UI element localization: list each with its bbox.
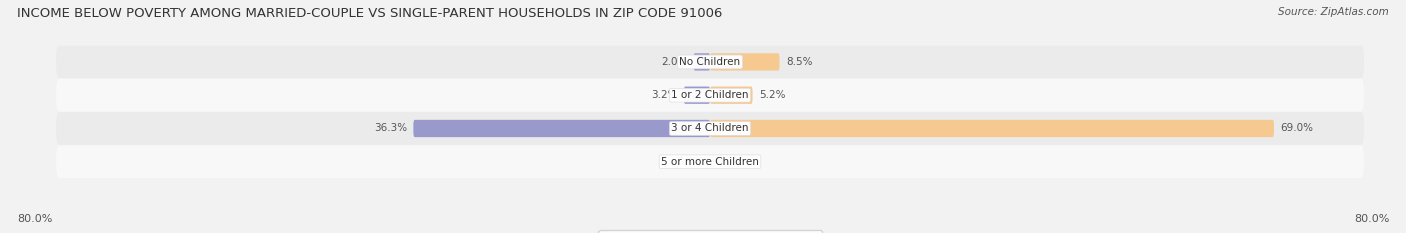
Text: No Children: No Children — [679, 57, 741, 67]
Text: 80.0%: 80.0% — [1354, 214, 1389, 224]
FancyBboxPatch shape — [56, 79, 1364, 112]
Text: 2.0%: 2.0% — [661, 57, 688, 67]
FancyBboxPatch shape — [710, 86, 752, 104]
Text: 36.3%: 36.3% — [374, 123, 406, 134]
FancyBboxPatch shape — [56, 46, 1364, 78]
Text: 3 or 4 Children: 3 or 4 Children — [671, 123, 749, 134]
FancyBboxPatch shape — [710, 120, 1274, 137]
Text: 5 or more Children: 5 or more Children — [661, 157, 759, 167]
FancyBboxPatch shape — [56, 145, 1364, 178]
FancyBboxPatch shape — [693, 53, 710, 71]
Legend: Married Couples, Single Parents: Married Couples, Single Parents — [599, 230, 821, 233]
Text: 0.0%: 0.0% — [717, 157, 742, 167]
FancyBboxPatch shape — [56, 112, 1364, 145]
Text: 3.2%: 3.2% — [651, 90, 678, 100]
Text: 5.2%: 5.2% — [759, 90, 786, 100]
Text: Source: ZipAtlas.com: Source: ZipAtlas.com — [1278, 7, 1389, 17]
Text: INCOME BELOW POVERTY AMONG MARRIED-COUPLE VS SINGLE-PARENT HOUSEHOLDS IN ZIP COD: INCOME BELOW POVERTY AMONG MARRIED-COUPL… — [17, 7, 723, 20]
FancyBboxPatch shape — [683, 86, 710, 104]
FancyBboxPatch shape — [413, 120, 710, 137]
Text: 80.0%: 80.0% — [17, 214, 52, 224]
Text: 69.0%: 69.0% — [1281, 123, 1313, 134]
Text: 0.0%: 0.0% — [678, 157, 703, 167]
Text: 1 or 2 Children: 1 or 2 Children — [671, 90, 749, 100]
Text: 8.5%: 8.5% — [786, 57, 813, 67]
FancyBboxPatch shape — [710, 53, 779, 71]
